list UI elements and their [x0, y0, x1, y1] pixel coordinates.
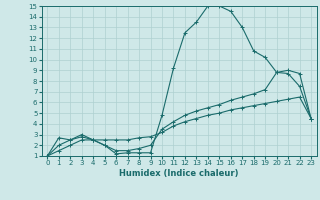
X-axis label: Humidex (Indice chaleur): Humidex (Indice chaleur) — [119, 169, 239, 178]
